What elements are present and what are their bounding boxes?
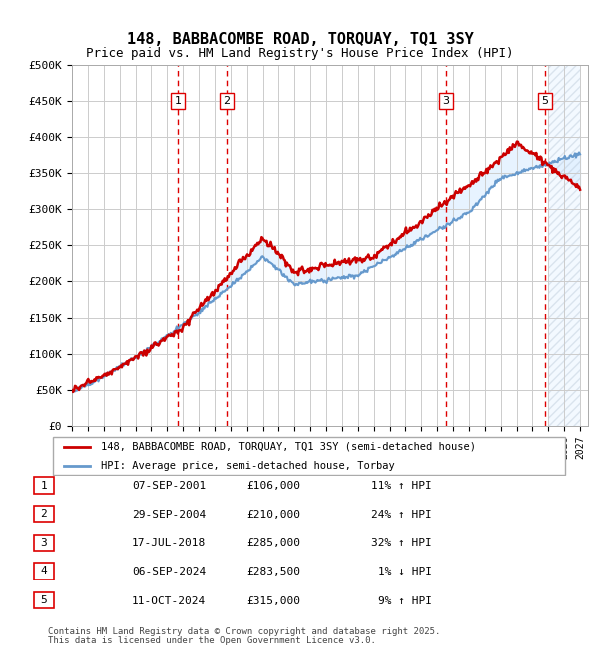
FancyBboxPatch shape [34, 477, 53, 494]
Text: 2: 2 [223, 96, 230, 106]
Text: £106,000: £106,000 [246, 481, 300, 491]
Text: 4: 4 [40, 566, 47, 577]
FancyBboxPatch shape [34, 534, 53, 551]
Text: 5: 5 [541, 96, 548, 106]
Text: £285,000: £285,000 [246, 538, 300, 549]
Text: £283,500: £283,500 [246, 567, 300, 577]
Text: 9% ↑ HPI: 9% ↑ HPI [378, 595, 432, 606]
Text: £315,000: £315,000 [246, 595, 300, 606]
FancyBboxPatch shape [34, 506, 53, 523]
Text: 1: 1 [175, 96, 181, 106]
Text: 29-SEP-2004: 29-SEP-2004 [132, 510, 206, 520]
Text: 11% ↑ HPI: 11% ↑ HPI [371, 481, 432, 491]
Text: 3: 3 [40, 538, 47, 548]
Text: 3: 3 [442, 96, 449, 106]
FancyBboxPatch shape [34, 563, 53, 580]
Text: 5: 5 [40, 595, 47, 605]
Text: 32% ↑ HPI: 32% ↑ HPI [371, 538, 432, 549]
Text: 11-OCT-2024: 11-OCT-2024 [132, 595, 206, 606]
Text: 2: 2 [40, 509, 47, 519]
Text: 06-SEP-2024: 06-SEP-2024 [132, 567, 206, 577]
Text: 1: 1 [40, 480, 47, 491]
Text: 17-JUL-2018: 17-JUL-2018 [132, 538, 206, 549]
Text: 148, BABBACOMBE ROAD, TORQUAY, TQ1 3SY (semi-detached house): 148, BABBACOMBE ROAD, TORQUAY, TQ1 3SY (… [101, 442, 476, 452]
Text: 148, BABBACOMBE ROAD, TORQUAY, TQ1 3SY: 148, BABBACOMBE ROAD, TORQUAY, TQ1 3SY [127, 31, 473, 47]
Text: Contains HM Land Registry data © Crown copyright and database right 2025.: Contains HM Land Registry data © Crown c… [48, 627, 440, 636]
Text: 24% ↑ HPI: 24% ↑ HPI [371, 510, 432, 520]
Text: 1% ↓ HPI: 1% ↓ HPI [378, 567, 432, 577]
Text: 07-SEP-2001: 07-SEP-2001 [132, 481, 206, 491]
Text: HPI: Average price, semi-detached house, Torbay: HPI: Average price, semi-detached house,… [101, 461, 395, 471]
Text: £210,000: £210,000 [246, 510, 300, 520]
FancyBboxPatch shape [34, 592, 53, 608]
FancyBboxPatch shape [53, 437, 565, 475]
Text: This data is licensed under the Open Government Licence v3.0.: This data is licensed under the Open Gov… [48, 636, 376, 645]
Text: Price paid vs. HM Land Registry's House Price Index (HPI): Price paid vs. HM Land Registry's House … [86, 47, 514, 60]
